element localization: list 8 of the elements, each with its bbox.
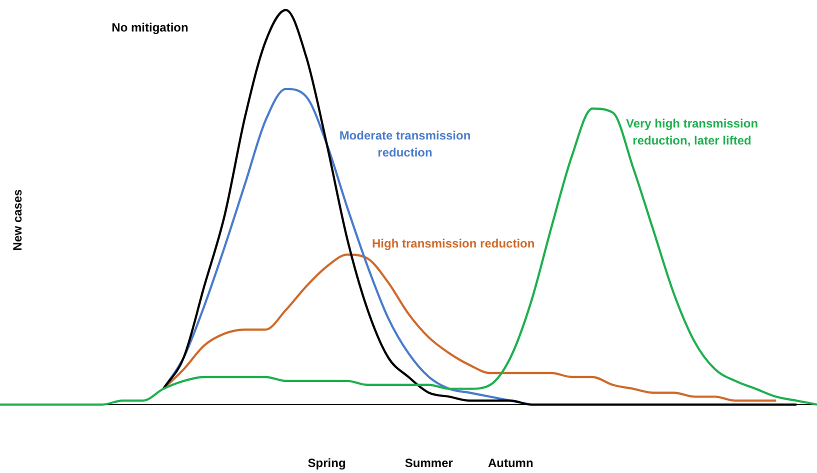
x-tick-label: Spring xyxy=(308,456,346,470)
y-axis-title: New cases xyxy=(10,188,24,251)
series-label: High transmission reduction xyxy=(372,236,535,250)
series-label: Moderate transmission reduction xyxy=(339,128,471,160)
series-label: Very high transmission reduction, later lifted xyxy=(626,116,758,148)
x-tick-label: Summer xyxy=(404,456,454,470)
x-tick-label: Autumn xyxy=(488,456,534,470)
text: No mitigation xyxy=(112,20,188,34)
